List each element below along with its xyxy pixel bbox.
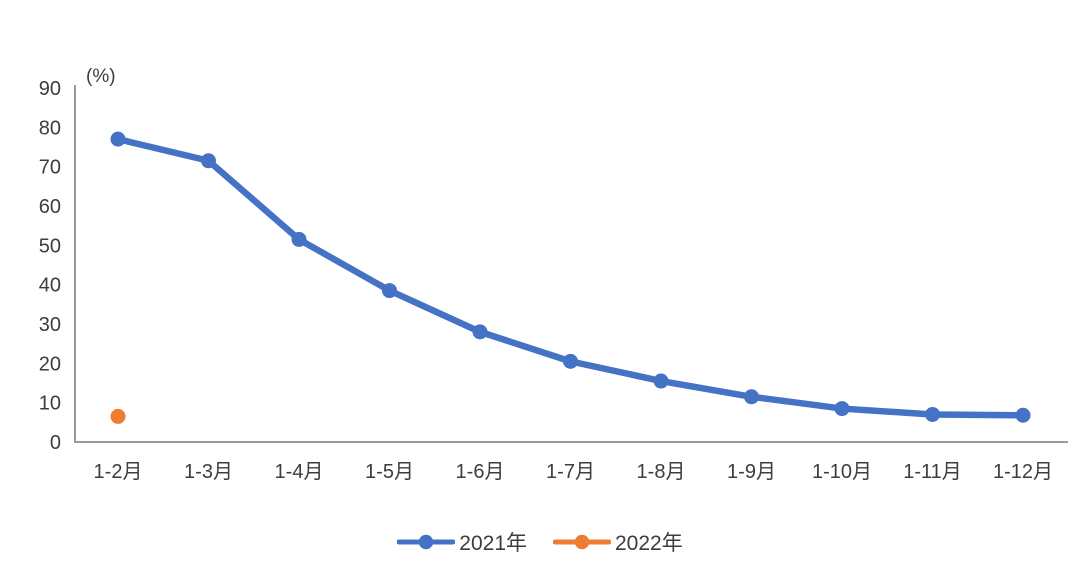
legend-label-2021: 2021年 — [459, 532, 527, 555]
y-tick-label: 50 — [39, 235, 61, 257]
y-tick-label: 10 — [39, 393, 61, 415]
chart-legend: 2021年 2022年 — [0, 527, 1080, 557]
x-tick-label: 1-7月 — [546, 461, 595, 483]
line-chart: 0 10 20 30 40 50 60 70 80 90 (%) 1-2月 1-3月 1-4月 1-5月 1-… — [39, 66, 1068, 483]
data-point-2021年 — [563, 353, 578, 369]
x-tick-label: 1-2月 — [94, 461, 143, 483]
data-point-2021年 — [291, 231, 307, 247]
y-tick-label: 70 — [39, 157, 61, 179]
y-tick-label: 60 — [39, 196, 61, 218]
data-point-2021年 — [925, 406, 940, 422]
legend-item-2021: 2021年 — [397, 527, 527, 557]
y-axis-unit-label: (%) — [86, 66, 116, 87]
legend-item-2022: 2022年 — [553, 527, 683, 557]
x-tick-label: 1-3月 — [184, 461, 233, 483]
data-point-2021年 — [110, 131, 126, 147]
x-tick-label: 1-4月 — [275, 461, 324, 483]
x-tick-label: 1-12月 — [993, 461, 1053, 483]
data-point-2021年 — [653, 373, 669, 389]
legend-marker-2022-icon — [553, 534, 611, 550]
data-point-2021年 — [834, 401, 850, 417]
y-tick-label: 0 — [50, 432, 61, 454]
y-tick-label: 40 — [39, 275, 61, 297]
data-point-2021年 — [201, 153, 216, 169]
x-tick-label: 1-11月 — [903, 461, 962, 483]
data-point-2021年 — [1015, 407, 1031, 423]
data-point-2022年 — [110, 408, 126, 424]
legend-label-2022: 2022年 — [615, 532, 683, 555]
data-point-2021年 — [472, 324, 488, 340]
x-tick-label: 1-5月 — [365, 461, 414, 483]
series-line-2021年 — [114, 135, 1027, 419]
data-point-2021年 — [382, 283, 397, 299]
y-tick-label: 90 — [39, 78, 61, 100]
data-point-2021年 — [744, 389, 759, 405]
y-tick-label: 30 — [39, 314, 61, 336]
x-tick-label: 1-10月 — [812, 461, 872, 483]
x-tick-label: 1-9月 — [727, 461, 776, 483]
y-tick-label: 80 — [39, 117, 61, 139]
y-tick-label: 20 — [39, 353, 61, 375]
legend-marker-2021-icon — [397, 534, 456, 550]
x-tick-label: 1-6月 — [456, 461, 505, 483]
x-tick-label: 1-8月 — [637, 461, 686, 483]
